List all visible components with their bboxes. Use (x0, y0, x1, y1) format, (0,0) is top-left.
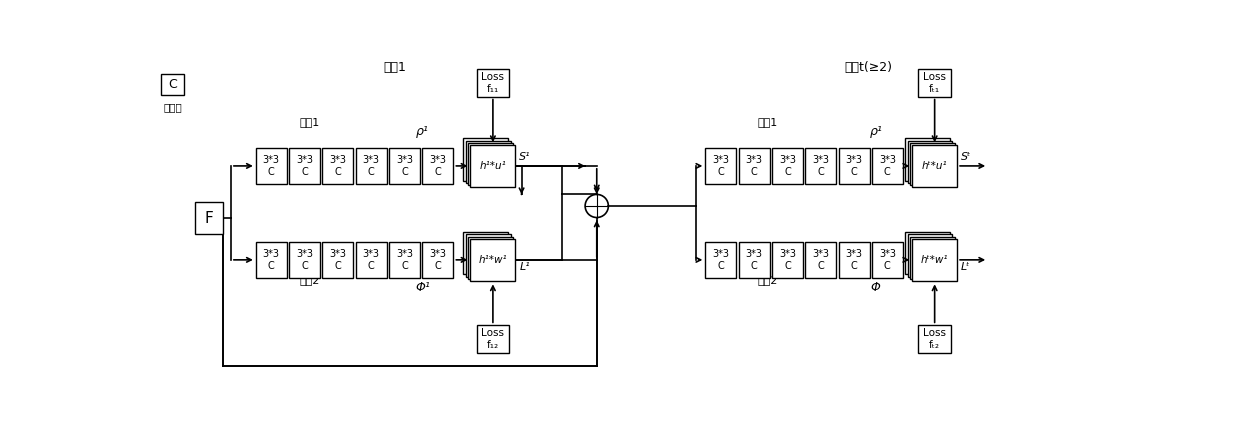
Text: Lᵗ: Lᵗ (961, 262, 971, 272)
Text: F: F (205, 211, 213, 226)
Bar (423, 242, 454, 278)
Text: 3*3
C: 3*3 C (396, 155, 413, 177)
Bar (771, 148, 804, 184)
Text: 分支2: 分支2 (758, 275, 777, 285)
Text: h¹*u¹: h¹*u¹ (480, 162, 506, 171)
Bar (739, 242, 770, 278)
Bar (905, 232, 950, 275)
Text: 3*3
C: 3*3 C (712, 155, 729, 177)
Bar (389, 148, 420, 184)
Bar (476, 69, 510, 97)
Text: 3*3
C: 3*3 C (429, 155, 446, 177)
Text: 3*3
C: 3*3 C (363, 249, 379, 271)
Bar (469, 143, 513, 185)
Bar (872, 242, 903, 278)
Text: 分支1: 分支1 (300, 117, 320, 127)
Text: S¹: S¹ (520, 152, 531, 162)
Bar (838, 242, 869, 278)
Bar (908, 141, 952, 183)
Text: ρ¹: ρ¹ (869, 125, 882, 138)
Bar (469, 237, 513, 279)
Text: 3*3
C: 3*3 C (330, 249, 346, 271)
Text: 3*3
C: 3*3 C (779, 155, 796, 177)
Bar (739, 148, 770, 184)
Text: 3*3
C: 3*3 C (263, 249, 280, 271)
Text: 阶枵1: 阶枵1 (384, 61, 407, 74)
Bar (908, 234, 952, 277)
Bar (805, 148, 836, 184)
Text: Φ: Φ (870, 281, 880, 294)
Text: hᵗ*w¹: hᵗ*w¹ (921, 255, 949, 265)
Text: 分支1: 分支1 (758, 117, 777, 127)
Text: 3*3
C: 3*3 C (846, 155, 863, 177)
Text: 3*3
C: 3*3 C (330, 155, 346, 177)
Bar (910, 237, 955, 279)
Text: h¹*w¹: h¹*w¹ (479, 255, 507, 265)
Bar (356, 148, 387, 184)
Bar (322, 148, 353, 184)
Text: Φ¹: Φ¹ (415, 281, 430, 294)
Text: 3*3
C: 3*3 C (712, 249, 729, 271)
Text: hᵗ*u¹: hᵗ*u¹ (921, 162, 947, 171)
Bar (322, 242, 353, 278)
Text: 3*3
C: 3*3 C (363, 155, 379, 177)
Text: 阶段t(≥2): 阶段t(≥2) (844, 61, 892, 74)
Bar (466, 234, 511, 277)
Text: 3*3
C: 3*3 C (779, 249, 796, 271)
Bar (423, 148, 454, 184)
Bar (255, 242, 286, 278)
Bar (464, 138, 508, 181)
Bar (771, 242, 804, 278)
Bar (476, 325, 510, 353)
Text: 3*3
C: 3*3 C (296, 155, 312, 177)
Bar (838, 148, 869, 184)
Bar (161, 74, 185, 95)
Text: 3*3
C: 3*3 C (745, 155, 763, 177)
Bar (919, 325, 951, 353)
Text: 3*3
C: 3*3 C (745, 249, 763, 271)
Text: 3*3
C: 3*3 C (846, 249, 863, 271)
Text: 分支2: 分支2 (300, 275, 320, 285)
Text: 3*3
C: 3*3 C (812, 249, 830, 271)
Text: C: C (169, 78, 177, 91)
Bar (905, 138, 950, 181)
Bar (470, 239, 516, 281)
Text: L¹: L¹ (520, 262, 529, 272)
Bar (470, 145, 516, 187)
Text: 3*3
C: 3*3 C (812, 155, 830, 177)
Text: 3*3
C: 3*3 C (429, 249, 446, 271)
Bar (706, 148, 737, 184)
Bar (356, 242, 387, 278)
Bar (872, 148, 903, 184)
Bar (389, 242, 420, 278)
Text: 3*3
C: 3*3 C (879, 155, 895, 177)
Bar (255, 148, 286, 184)
Text: Loss
fₜ₂: Loss fₜ₂ (923, 328, 946, 350)
Bar (464, 232, 508, 275)
Text: 3*3
C: 3*3 C (296, 249, 312, 271)
Bar (805, 242, 836, 278)
Text: Loss
f₁₂: Loss f₁₂ (481, 328, 505, 350)
Text: Loss
f₁₁: Loss f₁₁ (481, 72, 505, 94)
Bar (910, 143, 955, 185)
Text: Sᵗ: Sᵗ (961, 152, 971, 162)
Text: 3*3
C: 3*3 C (879, 249, 895, 271)
Bar (706, 242, 737, 278)
Bar (913, 145, 957, 187)
Bar (289, 242, 320, 278)
Bar (919, 69, 951, 97)
Text: 3*3
C: 3*3 C (396, 249, 413, 271)
Text: 3*3
C: 3*3 C (263, 155, 280, 177)
Text: 卷积层: 卷积层 (164, 102, 182, 112)
Bar (466, 141, 511, 183)
Bar (196, 202, 223, 234)
Text: ρ¹: ρ¹ (415, 125, 429, 138)
Bar (289, 148, 320, 184)
Text: Loss
fₜ₁: Loss fₜ₁ (923, 72, 946, 94)
Bar (913, 239, 957, 281)
